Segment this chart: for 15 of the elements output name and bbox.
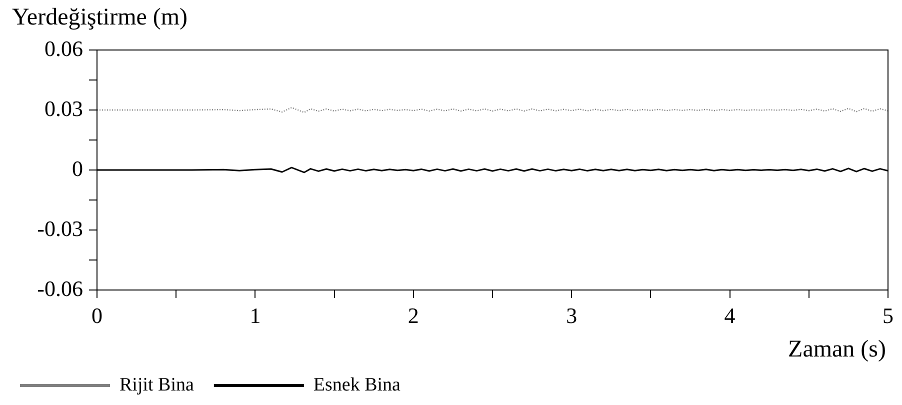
x-tick-label: 4 (724, 302, 736, 328)
y-tick-label: -0.06 (37, 276, 83, 301)
y-tick-label: -0.03 (37, 216, 83, 241)
x-axis-title: Zaman (s) (788, 336, 886, 362)
x-tick-label: 2 (408, 302, 419, 328)
x-tick-label: 5 (882, 302, 894, 328)
legend-label: Esnek Bina (313, 374, 402, 396)
y-tick-label: 0 (72, 156, 83, 181)
x-tick-label: 0 (92, 302, 102, 328)
x-tick-label: 1 (250, 302, 261, 328)
y-tick-label: 0.06 (44, 36, 83, 61)
y-tick-label: 0.03 (44, 96, 83, 121)
legend-label: Rijit Bina (120, 374, 194, 396)
y-axis-title: Yerdeğiştirme (m) (12, 4, 188, 30)
x-tick-label: 3 (566, 302, 578, 328)
